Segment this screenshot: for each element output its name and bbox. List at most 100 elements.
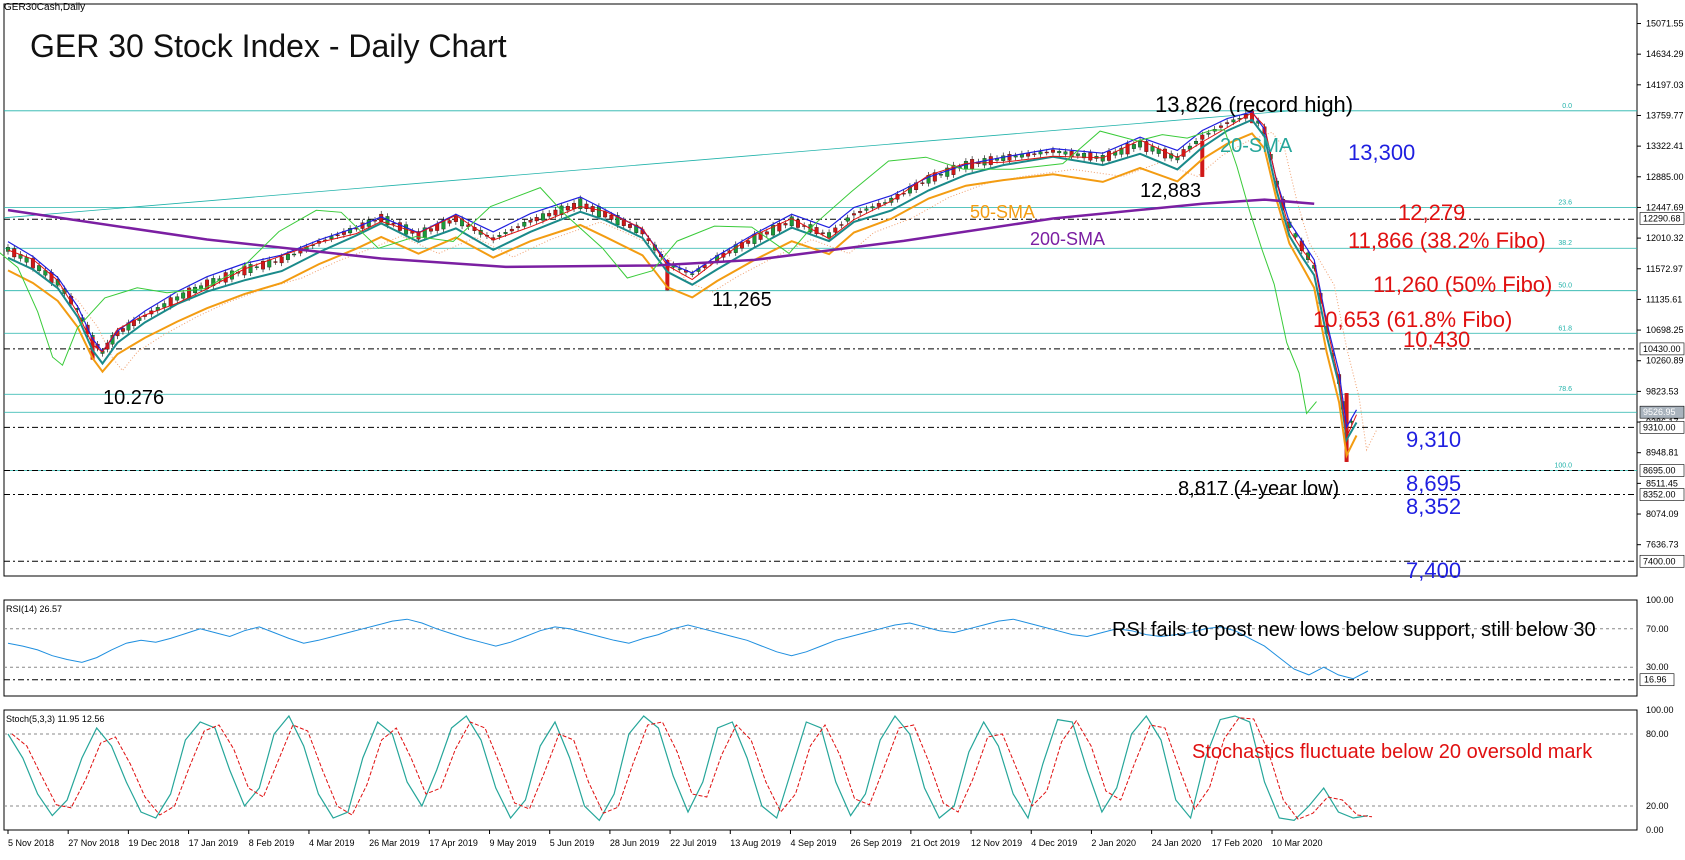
price-annotation: 50-SMA [970,202,1035,222]
price-tick-label: 9823.53 [1646,386,1679,396]
candle-body [528,220,533,223]
price-annotation: 11,866 (38.2% Fibo) [1348,228,1546,253]
candle-body [55,279,60,286]
stoch-d-line [11,717,1373,820]
stoch-tick-label: 80.00 [1646,729,1669,739]
candle-body [181,292,186,299]
candle-body [131,319,136,327]
price-tag-box [1639,342,1685,356]
price-annotation: 11,260 (50% Fibo) [1373,272,1552,297]
price-tag-label: 8695.00 [1643,466,1676,476]
price-tick-label: 10698.25 [1646,325,1684,335]
candle-body [621,220,626,226]
x-axis-label: 19 Dec 2018 [128,838,179,848]
stoch-tick-label: 0.00 [1646,825,1664,835]
sma200-line [7,198,1315,269]
x-axis-label: 4 Mar 2019 [309,838,355,848]
candle-body [796,219,800,228]
price-annotation: 13,826 (record high) [1155,92,1353,117]
candle-body [746,240,751,244]
candle-body [1125,143,1130,155]
candle-body [1057,151,1062,154]
candle-body [292,253,297,256]
candle-body [199,285,204,289]
price-tick-label: 8511.45 [1646,478,1678,488]
candle-body [945,167,950,177]
candle-body [329,236,334,240]
candle-body [24,257,29,263]
candle-body [740,242,744,249]
price-tag-box [1639,464,1685,477]
candle-body [1138,141,1143,148]
candle-body [509,228,514,232]
price-annotation: 9,310 [1406,427,1461,452]
stoch-note: Stochastics fluctuate below 20 oversold … [1192,741,1593,763]
price-tick-label: 12010.32 [1646,233,1684,243]
candle-body [951,164,956,175]
candle-body [447,220,452,224]
x-axis-label: 22 Jul 2019 [670,838,717,848]
candle-body [1088,152,1093,161]
candle-body [273,261,278,263]
x-axis-label: 26 Sep 2019 [851,838,902,848]
candle-body [1175,156,1180,161]
rsi-tick-label: 70.00 [1646,624,1669,634]
x-axis-label: 17 Feb 2020 [1212,838,1263,848]
candle-body [105,342,110,350]
price-tick-label: 14634.29 [1646,49,1684,59]
fibo-level-label: 78.6 [1558,386,1572,393]
x-axis-label: 10 Mar 2020 [1272,838,1323,848]
candle-body [1293,233,1298,238]
candle-body [1225,122,1230,124]
x-axis-label: 21 Oct 2019 [911,838,960,848]
candle-body [1075,153,1080,156]
stoch-k-line [7,714,1369,822]
candle-body [789,216,794,227]
price-tick-label: 12447.69 [1646,202,1684,212]
x-axis-label: 13 Aug 2019 [730,838,781,848]
price-annotation: 200-SMA [1030,229,1105,249]
candle-body [988,156,993,165]
candle-body [876,203,881,207]
candle-body [970,159,975,169]
candle-body [416,231,421,240]
candle-body [1131,144,1136,149]
price-annotation: 8,695 [1406,471,1461,496]
price-tag-box [1639,421,1685,434]
chikou-line [0,129,1317,415]
candle-body [851,213,856,216]
sma50-line [7,132,1358,459]
price-tag-label: 7400.00 [1643,556,1676,566]
candle-body [1044,151,1049,154]
x-axis-label: 5 Nov 2018 [8,838,54,848]
price-tick-label: 13759.77 [1646,110,1684,120]
rsi-note: RSI fails to post new lows below support… [1112,619,1596,641]
candle-body [634,224,639,233]
stoch-tick-label: 20.00 [1646,801,1669,811]
candle-body [1200,134,1205,140]
price-tag-box [1639,488,1685,501]
stoch-header: Stoch(5,3,3) 11.95 12.56 [6,714,104,724]
candle-body [516,226,521,228]
chart-title: GER 30 Stock Index - Daily Chart [30,28,507,64]
key-candle-body [665,259,670,291]
rsi-tick-label: 30.00 [1646,662,1669,672]
price-annotation: 8,352 [1406,494,1461,519]
candle-body [845,217,850,222]
price-tick-label: 8948.81 [1646,448,1679,458]
candle-body [1206,132,1211,135]
x-axis-label: 4 Sep 2019 [790,838,836,848]
fibo-level-label: 100.0 [1554,463,1572,470]
main-pane-frame [3,3,1638,577]
candle-body [1007,154,1012,161]
sma20-line [7,118,1358,443]
price-tick-label: 12885.00 [1646,172,1684,182]
price-annotation: 7,400 [1406,558,1461,583]
candle-body [783,223,788,226]
candle-body [429,228,433,232]
candle-body [497,235,502,237]
candle-body [839,224,844,226]
price-tick-label: 11135.61 [1646,294,1682,304]
x-axis-label: 5 Jun 2019 [550,838,595,848]
candle-body [1051,149,1055,153]
